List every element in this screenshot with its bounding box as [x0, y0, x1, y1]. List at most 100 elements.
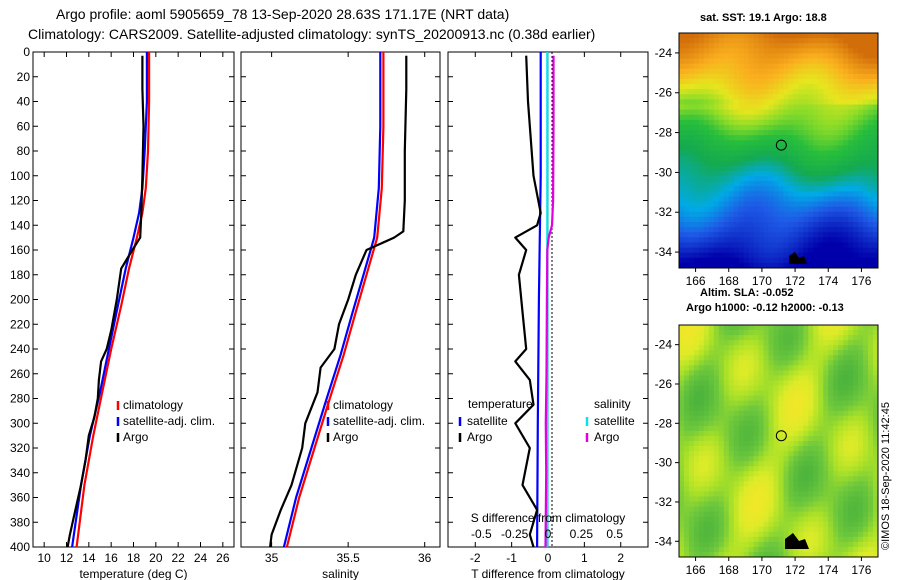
sst-map-cell — [718, 237, 725, 243]
sla-map-cell — [679, 456, 685, 462]
sla-map-cell — [873, 516, 879, 523]
sst-map-cell — [698, 170, 705, 177]
sla-map-cell — [798, 420, 804, 427]
sst-map-cell — [683, 257, 690, 264]
sst-map-cell — [733, 222, 740, 228]
sst-map-cell — [743, 247, 750, 254]
sla-map-cell — [748, 325, 755, 331]
sst-map-cell — [848, 222, 854, 228]
sla-map-cell — [758, 501, 764, 507]
sst-map-cell — [688, 145, 695, 151]
sst-map-cell — [758, 170, 764, 177]
sla-map-cell — [708, 476, 715, 482]
sla-map-cell — [738, 456, 745, 462]
sst-map-cell — [758, 73, 764, 80]
sst-map-cell — [833, 78, 839, 85]
sst-map-cell — [718, 262, 725, 269]
sst-map-cell — [708, 227, 715, 233]
sla-map-cell — [818, 521, 824, 528]
sla-map-cell — [798, 546, 804, 553]
sst-map-cell — [863, 232, 869, 238]
sla-map-cell — [733, 385, 740, 391]
sla-map-cell — [778, 345, 784, 351]
sla-map-cell — [733, 531, 740, 538]
sst-map-cell — [738, 252, 745, 259]
sst-map-cell — [848, 73, 854, 80]
sst-map-cell — [773, 201, 779, 208]
sst-map-cell — [788, 89, 794, 95]
sst-map-cell — [693, 191, 700, 197]
sla-map-cell — [723, 491, 730, 497]
sla-map-cell — [758, 325, 764, 331]
sst-map-cell — [783, 145, 789, 151]
sst-map-cell — [753, 145, 760, 151]
sla-map-cell — [763, 365, 769, 371]
sst-map-cell — [703, 89, 710, 95]
sst-map-cell — [848, 94, 854, 100]
sla-map-cell — [708, 461, 715, 467]
sst-map-cell — [698, 186, 705, 192]
sst-map-cell — [738, 247, 745, 254]
sst-map-cell — [738, 262, 745, 269]
sla-map-cell — [788, 501, 794, 507]
sla-map-cell — [698, 375, 705, 381]
sst-map-cell — [728, 150, 735, 157]
sst-map-cell — [778, 247, 784, 254]
sla-map-cell — [713, 521, 720, 528]
sst-map-cell — [843, 201, 849, 208]
depth-tick-label: 120 — [10, 194, 30, 208]
sla-map-cell — [803, 521, 809, 528]
sla-map-cell — [743, 491, 750, 497]
sst-map-cell — [833, 252, 839, 259]
sst-map-cell — [798, 119, 804, 126]
sst-map-cell — [703, 247, 710, 254]
sst-map-cell — [868, 140, 874, 146]
sla-map-cell — [733, 410, 740, 417]
sla-map-cell — [728, 496, 735, 502]
sst-map-cell — [833, 181, 839, 187]
sst-map-cell — [813, 232, 819, 238]
sst-map-cell — [713, 216, 720, 223]
sst-map-cell — [773, 165, 779, 172]
sla-map-cell — [748, 441, 755, 447]
sla-map-cell — [723, 335, 730, 341]
sla-map-cell — [808, 430, 814, 437]
sla-map-cell — [803, 415, 809, 422]
sst-map-cell — [828, 170, 834, 177]
sst-map-cell — [768, 170, 774, 177]
sla-map-cell — [718, 441, 725, 447]
sla-map-cell — [818, 536, 824, 543]
sst-map-cell — [703, 206, 710, 213]
sla-map-cell — [778, 385, 784, 391]
sla-map-cell — [768, 435, 774, 442]
sst-lat-label: -34 — [655, 245, 673, 259]
sst-map-cell — [808, 33, 814, 39]
sla-map-cell — [693, 491, 700, 497]
sla-map-cell — [868, 380, 874, 386]
sst-map-cell — [693, 130, 700, 136]
sst-map-cell — [773, 63, 779, 70]
sla-map-cell — [728, 531, 735, 538]
sla-map-cell — [823, 486, 829, 492]
sst-map-cell — [828, 227, 834, 233]
sst-map-cell — [858, 109, 864, 116]
sst-map-cell — [728, 206, 735, 213]
sla-map-cell — [808, 511, 814, 518]
sla-map-cell — [738, 390, 745, 397]
sla-map-cell — [753, 456, 760, 462]
sst-map-cell — [868, 33, 874, 39]
sst-map-cell — [848, 109, 854, 116]
sst-map-cell — [873, 99, 879, 105]
sst-map-cell — [703, 252, 710, 259]
sst-map-cell — [803, 232, 809, 238]
sla-map-cell — [723, 420, 730, 427]
sla-map-cell — [693, 541, 700, 548]
sla-map-cell — [723, 390, 730, 397]
sst-map-cell — [788, 78, 794, 85]
sst-map-cell — [723, 232, 730, 238]
sst-map-cell — [693, 63, 700, 70]
sla-map-cell — [743, 405, 750, 412]
sla-map-cell — [713, 390, 720, 397]
sla-map-cell — [763, 405, 769, 412]
sst-map-cell — [813, 216, 819, 223]
